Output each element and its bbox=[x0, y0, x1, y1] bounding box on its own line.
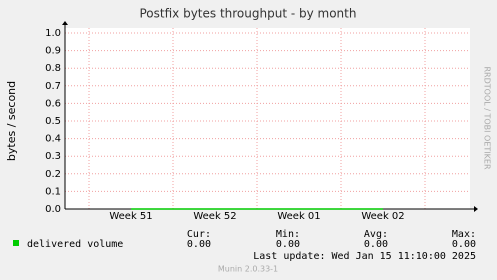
y-tick-label: 0.5 bbox=[45, 116, 61, 127]
side-credit: RRDTOOL / TOBI OETIKER bbox=[483, 66, 492, 169]
stat-value: 0.00 bbox=[187, 239, 211, 250]
axis-arrow bbox=[474, 206, 478, 212]
y-tick-label: 0.8 bbox=[45, 63, 61, 74]
x-tick-label: Week 52 bbox=[193, 211, 236, 222]
footer: Munin 2.0.33-1 bbox=[218, 265, 278, 274]
y-tick-label: 0.4 bbox=[45, 134, 61, 145]
y-tick-label: 0.2 bbox=[45, 169, 61, 180]
y-axis-label: bytes / second bbox=[5, 81, 18, 161]
y-tick-label: 0.6 bbox=[45, 98, 61, 109]
plot-area bbox=[65, 28, 470, 209]
legend-swatch bbox=[13, 240, 19, 246]
stat-value: 0.00 bbox=[276, 239, 300, 250]
stat-value: 0.00 bbox=[452, 239, 476, 250]
y-tick-label: 0.9 bbox=[45, 46, 61, 57]
stat-header: Avg: bbox=[364, 229, 388, 240]
x-tick-label: Week 02 bbox=[361, 211, 404, 222]
stat-header: Min: bbox=[276, 229, 300, 240]
y-tick-label: 1.0 bbox=[45, 28, 61, 39]
last-update: Last update: Wed Jan 15 11:10:00 2025 bbox=[253, 251, 476, 262]
y-tick-label: 0.3 bbox=[45, 151, 61, 162]
legend-label: delivered volume bbox=[27, 239, 123, 250]
y-tick-label: 0.0 bbox=[45, 204, 61, 215]
stat-value: 0.00 bbox=[364, 239, 388, 250]
y-tick-label: 0.1 bbox=[45, 186, 61, 197]
stat-header: Cur: bbox=[187, 229, 211, 240]
x-tick-label: Week 01 bbox=[277, 211, 320, 222]
x-tick-label: Week 51 bbox=[109, 211, 152, 222]
stat-header: Max: bbox=[452, 229, 476, 240]
axis-arrow bbox=[62, 21, 68, 25]
y-tick-label: 0.7 bbox=[45, 81, 61, 92]
chart-title: Postfix bytes throughput - by month bbox=[140, 7, 357, 21]
